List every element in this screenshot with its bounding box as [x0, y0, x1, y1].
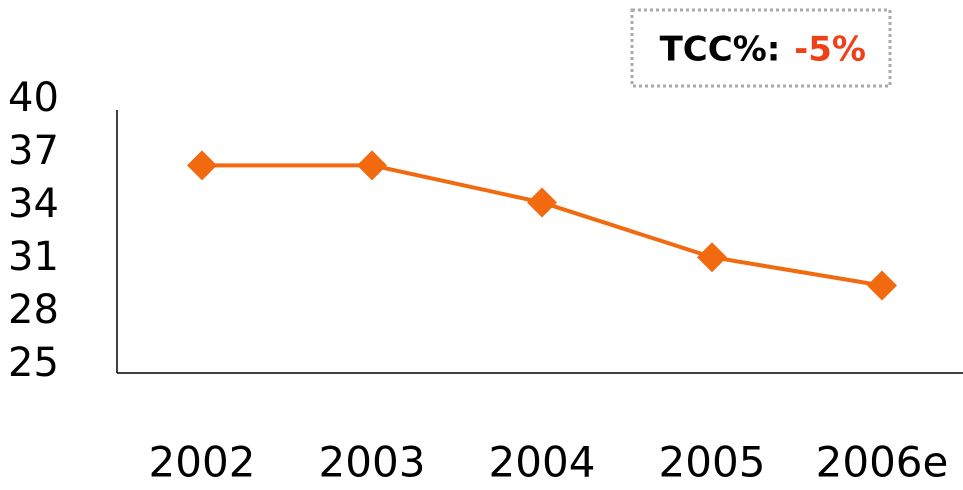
y-tick-label: 25 [8, 340, 59, 386]
x-tick-label: 2005 [659, 438, 766, 487]
x-tick-label: 2002 [149, 438, 256, 487]
x-tick-label: 2006e [816, 438, 949, 487]
x-tick-label: 2003 [319, 438, 426, 487]
x-tick-label: 2004 [489, 438, 596, 487]
marker [527, 187, 557, 218]
y-tick-label: 31 [8, 234, 59, 280]
annotation-label: TCC%: [660, 30, 781, 70]
annotation-value: -5% [794, 30, 866, 70]
y-tick-label: 28 [8, 287, 59, 333]
annotation-box [630, 8, 892, 88]
marker [867, 270, 897, 301]
y-tick-label: 40 [8, 75, 59, 121]
y-tick-label: 34 [8, 181, 59, 227]
marker [187, 150, 217, 181]
marker [357, 150, 387, 181]
line [202, 163, 883, 288]
y-tick-label: 37 [8, 128, 59, 174]
marker [697, 242, 727, 273]
